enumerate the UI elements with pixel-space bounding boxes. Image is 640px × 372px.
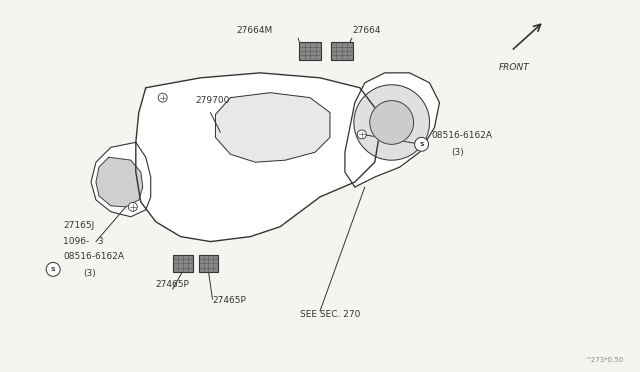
Text: 08516-6162A: 08516-6162A (63, 253, 124, 262)
Text: 27664M: 27664M (236, 26, 272, 35)
Bar (331, 42, 353, 60)
Polygon shape (96, 157, 143, 207)
Text: 27664: 27664 (352, 26, 380, 35)
Text: FRONT: FRONT (499, 63, 530, 72)
Polygon shape (136, 73, 380, 241)
Polygon shape (216, 93, 330, 162)
Bar (173, 255, 193, 272)
Text: 279700: 279700 (196, 96, 230, 105)
Circle shape (129, 202, 138, 211)
Polygon shape (91, 142, 151, 217)
Text: S: S (51, 267, 56, 272)
Bar (299, 42, 321, 60)
Text: 27165J: 27165J (63, 221, 94, 230)
Text: 27465P: 27465P (212, 296, 246, 305)
Text: ^273*0.50: ^273*0.50 (586, 357, 623, 363)
Bar (198, 255, 218, 272)
Circle shape (46, 262, 60, 276)
Polygon shape (354, 85, 429, 160)
Polygon shape (345, 73, 440, 187)
Circle shape (158, 93, 167, 102)
Text: 1096-   3: 1096- 3 (63, 237, 104, 246)
Text: SEE SEC. 270: SEE SEC. 270 (300, 310, 360, 319)
Text: 27465P: 27465P (156, 280, 189, 289)
Polygon shape (370, 101, 413, 144)
Circle shape (415, 137, 429, 151)
Text: 08516-6162A: 08516-6162A (431, 131, 493, 140)
Circle shape (357, 130, 366, 139)
Text: (3): (3) (451, 148, 464, 157)
Text: (3): (3) (83, 269, 96, 278)
Text: S: S (419, 142, 424, 147)
